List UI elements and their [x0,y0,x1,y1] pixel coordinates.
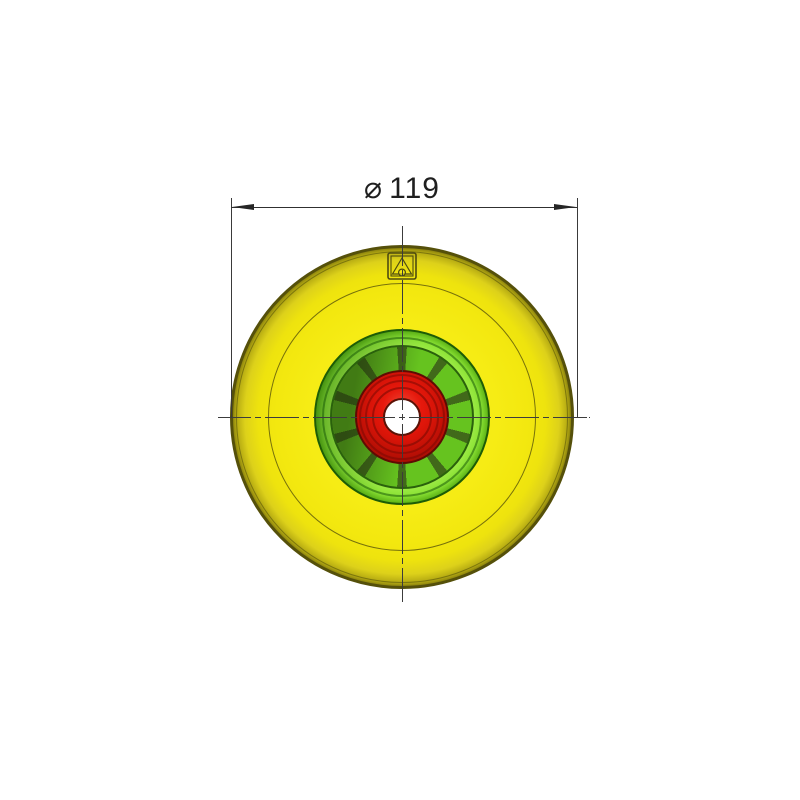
extension-line-right [577,198,578,418]
dimension-arrow-right-icon [554,204,576,210]
dimension-line [231,207,577,208]
extension-line-left [231,198,232,418]
horizontal-centerline [218,417,590,418]
diameter-symbol: ⌀ [364,172,384,205]
vertical-centerline [402,225,403,605]
dimension-label: ⌀ 119 [364,174,440,204]
dimension-value: 119 [389,172,440,205]
dimension-arrow-left-icon [232,204,254,210]
